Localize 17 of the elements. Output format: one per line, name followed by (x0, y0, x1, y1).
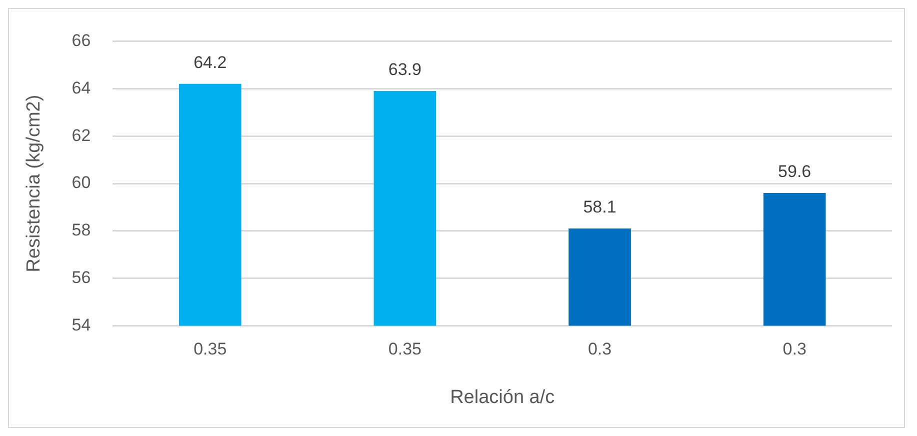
y-tick-label: 60 (72, 173, 91, 192)
x-tick-label: 0.3 (782, 340, 806, 359)
x-tick-label: 0.3 (588, 340, 612, 359)
data-label: 64.2 (194, 53, 227, 72)
data-label: 58.1 (583, 198, 616, 217)
y-tick-label: 58 (72, 220, 91, 240)
x-tick-label: 0.35 (194, 340, 227, 359)
y-axis-title: Resistencia (kg/cm2) (24, 94, 45, 272)
y-tick-label: 56 (72, 268, 91, 288)
x-tick-label: 0.35 (388, 340, 422, 359)
y-tick-label: 62 (72, 126, 91, 145)
y-tick-label: 54 (72, 315, 91, 334)
y-tick-label: 66 (72, 30, 91, 50)
y-tick-label: 64 (72, 78, 91, 98)
data-label: 63.9 (388, 60, 422, 80)
data-label: 59.6 (778, 162, 812, 182)
x-axis-title: Relación a/c (450, 386, 555, 408)
